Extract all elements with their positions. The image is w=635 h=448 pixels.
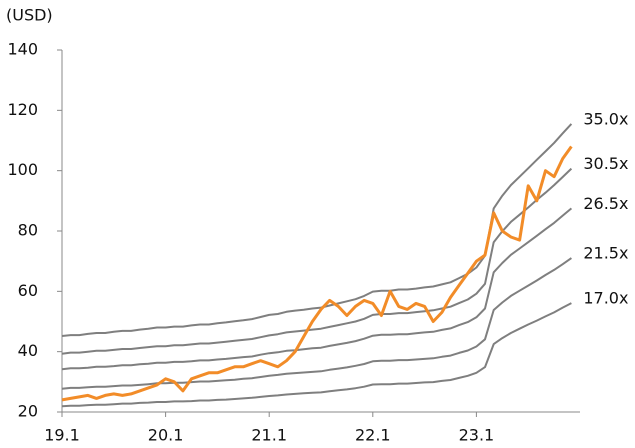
y-axis-label: (USD): [6, 6, 53, 25]
series-line: [61, 145, 573, 402]
series-line: [61, 123, 573, 337]
series-line: [61, 167, 573, 355]
y-tick-label: 60: [18, 281, 38, 300]
x-tick-label: 19.1: [44, 426, 80, 445]
series-line: [61, 302, 572, 408]
series-line: [61, 257, 572, 390]
x-tick-label: 22.1: [355, 426, 391, 445]
series-label: 30.5x: [583, 154, 628, 173]
y-tick-label: 140: [7, 40, 38, 59]
y-tick-label: 120: [7, 100, 38, 119]
series-label: 21.5x: [583, 244, 628, 263]
series-label: 17.0x: [583, 289, 628, 308]
series-line: [61, 207, 573, 371]
y-tick-label: 20: [18, 402, 38, 421]
y-tick-label: 80: [18, 221, 38, 240]
x-tick-label: 23.1: [459, 426, 495, 445]
x-tick-label: 21.1: [251, 426, 287, 445]
y-tick-label: 40: [18, 341, 38, 360]
y-tick-label: 100: [7, 160, 38, 179]
series-label: 26.5x: [583, 194, 628, 213]
series-label: 35.0x: [583, 109, 628, 128]
x-tick-label: 20.1: [148, 426, 184, 445]
